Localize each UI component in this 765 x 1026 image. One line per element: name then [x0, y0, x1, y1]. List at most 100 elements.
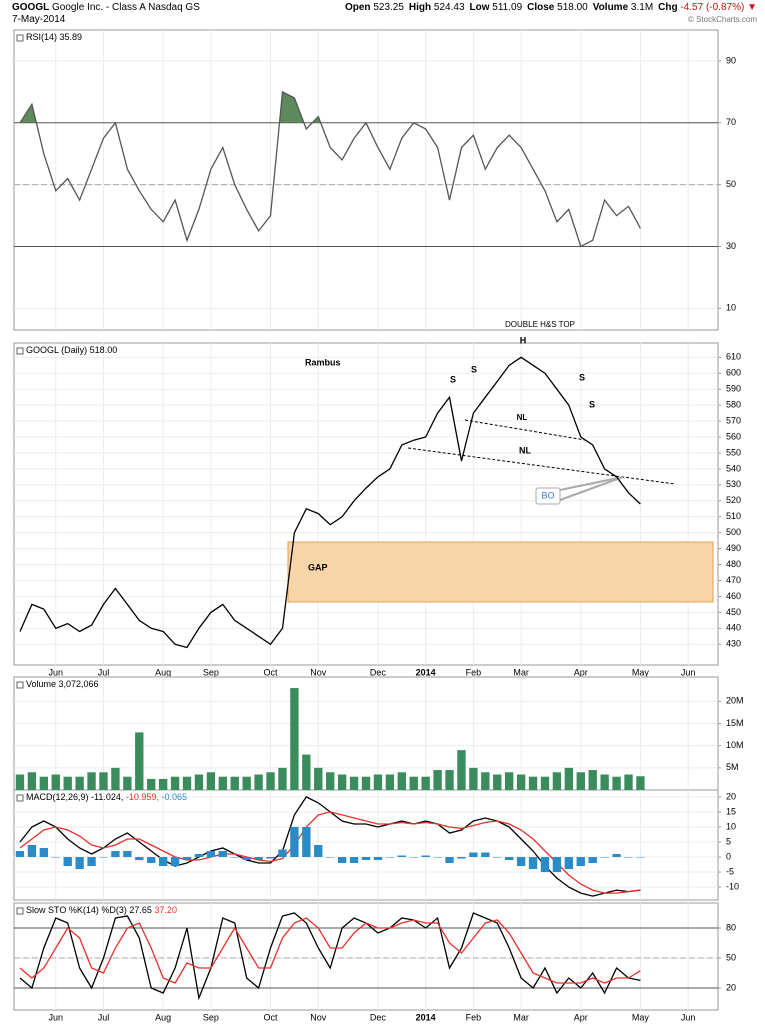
- bar: [481, 852, 490, 858]
- legend-entry: -10.959,: [126, 792, 159, 802]
- y-tick-label: -10: [726, 881, 739, 891]
- y-tick-label: 590: [726, 384, 741, 394]
- y-tick-label: 50: [726, 179, 736, 189]
- x-tick-label: Dec: [370, 1012, 387, 1022]
- bar: [182, 776, 192, 790]
- series-line: [19, 356, 641, 649]
- bar: [63, 857, 72, 867]
- y-tick-label: 470: [726, 575, 741, 585]
- panel-title: Slow STO %K(14) %D(3) 27.65 37.20: [26, 905, 177, 915]
- bar: [135, 732, 144, 790]
- quote-value: 523.25: [373, 2, 404, 13]
- y-tick-label: 490: [726, 543, 741, 553]
- panel: [13, 676, 719, 791]
- bar: [493, 774, 502, 790]
- x-tick-label: Jun: [681, 1012, 696, 1022]
- y-tick-label: 510: [726, 511, 741, 521]
- bar: [552, 857, 562, 873]
- annotation: S: [471, 364, 477, 374]
- header-row: 7-May-2014 © StockCharts.com: [12, 14, 757, 26]
- callout-box: [535, 487, 561, 505]
- y-tick-label: 30: [726, 241, 736, 251]
- bar: [636, 857, 645, 858]
- bar: [337, 857, 347, 864]
- annotations: Rambus DOUBLE H&S TOP H S S S S NL NL BO…: [16, 32, 595, 915]
- bar: [15, 851, 25, 858]
- header: GOOGL Google Inc. - Class A Nasdaq GS Op…: [12, 2, 757, 26]
- bar: [290, 688, 299, 790]
- x-tick-label: Nov: [310, 667, 327, 677]
- y-tick-label: 10M: [726, 740, 744, 750]
- y-tick-label: 540: [726, 463, 741, 473]
- bar: [27, 772, 37, 790]
- legend-entry: 27.65: [129, 905, 152, 915]
- bar: [493, 857, 502, 858]
- bar: [361, 857, 371, 861]
- bar: [349, 776, 359, 790]
- quote-label: Low: [469, 2, 490, 13]
- bar: [337, 774, 347, 790]
- bar: [469, 767, 478, 790]
- y-tick-label: 450: [726, 607, 741, 617]
- x-tick-label: Mar: [513, 667, 529, 677]
- company: Google Inc. - Class A Nasdaq GS: [52, 2, 200, 13]
- y-tick-label: 15: [726, 806, 736, 816]
- annotation: GAP: [308, 562, 328, 572]
- bar: [457, 750, 466, 790]
- bar: [588, 770, 597, 790]
- panel: [13, 342, 719, 666]
- bar: [99, 857, 108, 858]
- bar: [123, 776, 132, 790]
- gap-box: [287, 541, 714, 603]
- bar: [206, 772, 216, 790]
- x-tick-label: Aug: [155, 1012, 171, 1022]
- annotation: NL: [517, 413, 528, 422]
- quote: Open 523.25 High 524.43 Low 511.09 Close 51…: [340, 2, 757, 14]
- bar: [576, 772, 585, 790]
- y-tick-label: 610: [726, 352, 741, 362]
- bar: [314, 845, 323, 858]
- bar: [385, 857, 395, 858]
- quote-item: Low 511.09: [465, 2, 523, 13]
- bar: [564, 767, 574, 790]
- quote-label: Close: [527, 2, 555, 13]
- bar: [397, 855, 406, 858]
- x-tick-label: Oct: [264, 1012, 279, 1022]
- y-tick-label: 5M: [726, 762, 739, 772]
- bar: [576, 857, 585, 867]
- annotation: S: [450, 374, 456, 384]
- annotation: NL: [519, 445, 531, 455]
- y-tick-label: 50: [726, 952, 736, 962]
- callout-line: [559, 477, 619, 491]
- y-tick-label: 15M: [726, 718, 744, 728]
- y-tick-label: 460: [726, 591, 741, 601]
- bar: [147, 778, 156, 790]
- bar: [99, 772, 108, 790]
- y-tick-label: 600: [726, 368, 741, 378]
- bar: [624, 774, 633, 790]
- y-tick-label: 550: [726, 447, 741, 457]
- panel: [13, 902, 719, 1011]
- callout-line: [559, 476, 624, 501]
- x-tick-label: 2014: [416, 1012, 436, 1022]
- x-tick-label: Nov: [310, 1012, 327, 1022]
- symbol-block: GOOGL Google Inc. - Class A Nasdaq GS: [12, 2, 200, 14]
- bar: [302, 754, 311, 790]
- bar: [242, 776, 251, 790]
- bar: [15, 774, 25, 790]
- x-tick-label: May: [632, 667, 650, 677]
- bar: [505, 772, 514, 790]
- panel-title: MACD(12,26,9) -11.024, -10.959, -0.065: [26, 792, 187, 802]
- y-tick-label: 70: [726, 117, 736, 127]
- x-tick-label: Jul: [98, 667, 110, 677]
- title-icon: [16, 347, 24, 355]
- bar: [242, 857, 251, 861]
- title-text: Slow STO %K(14) %D(3): [26, 905, 127, 915]
- bar: [194, 774, 204, 790]
- bar: [600, 857, 609, 858]
- bar: [433, 857, 442, 858]
- bar: [349, 857, 359, 864]
- quote-item: Chg -4.57 (-0.87%) ▼: [653, 2, 757, 13]
- quote-label: Open: [344, 2, 371, 13]
